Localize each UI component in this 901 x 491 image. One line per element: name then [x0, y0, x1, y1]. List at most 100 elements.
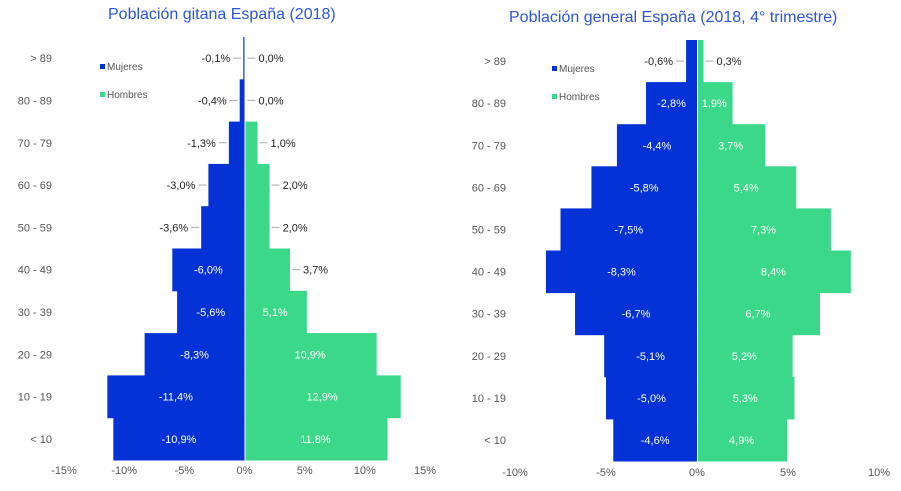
x-tick-label: -15% — [51, 465, 77, 477]
bar-hombres — [245, 121, 258, 165]
data-label: 12,9% — [307, 392, 338, 404]
data-label: -3,0% — [167, 180, 196, 192]
x-tick-label: 10% — [868, 467, 890, 479]
data-label: 10,9% — [294, 349, 325, 361]
data-label: 8,4% — [761, 267, 786, 279]
data-label: -0,6% — [644, 56, 673, 68]
category-label: 20 - 29 — [472, 351, 506, 363]
data-label: 0,0% — [259, 53, 284, 65]
bar-mujeres — [606, 376, 697, 420]
bar-mujeres — [243, 37, 245, 80]
legend-label-mujeres: Mujeres — [107, 62, 143, 73]
category-label: 80 - 89 — [472, 98, 506, 110]
category-label: 50 - 59 — [472, 224, 506, 236]
data-label: -5,6% — [196, 307, 225, 319]
data-label: 5,3% — [733, 393, 758, 405]
category-label: 50 - 59 — [18, 222, 52, 234]
bar-mujeres — [239, 79, 245, 123]
category-label: > 89 — [30, 53, 52, 65]
legend-swatch-hombres — [552, 94, 557, 99]
bar-mujeres — [575, 292, 697, 336]
category-label: 40 - 49 — [18, 265, 52, 277]
data-label: 1,9% — [702, 98, 727, 110]
category-label: < 10 — [484, 435, 506, 447]
data-label: -5,8% — [630, 182, 659, 194]
data-label: -8,3% — [180, 349, 209, 361]
bar-mujeres — [172, 248, 245, 292]
data-label: 3,7% — [718, 140, 743, 152]
bar-mujeres — [201, 206, 245, 249]
data-label: 0,0% — [259, 95, 284, 107]
data-label: -4,4% — [643, 140, 672, 152]
legend-swatch-mujeres — [100, 64, 105, 69]
data-label: 3,7% — [303, 265, 328, 277]
bar-hombres — [698, 124, 766, 167]
data-label: -0,1% — [202, 53, 231, 65]
bar-mujeres — [144, 333, 245, 376]
data-label: 11,8% — [300, 434, 331, 446]
bar-mujeres — [613, 418, 697, 462]
data-label: 6,7% — [745, 309, 770, 321]
bar-hombres — [698, 292, 820, 336]
bar-hombres — [698, 166, 797, 209]
data-label: -8,3% — [607, 267, 636, 279]
data-label: 7,3% — [751, 224, 776, 236]
bar-mujeres — [604, 334, 697, 378]
bar-hombres — [698, 418, 788, 462]
bar-hombres — [245, 417, 388, 461]
bar-hombres — [245, 333, 377, 376]
legend-label-mujeres: Mujeres — [559, 64, 595, 75]
bar-mujeres — [107, 375, 245, 419]
data-label: -5,1% — [636, 351, 665, 363]
category-label: 20 - 29 — [18, 349, 52, 361]
category-label: 40 - 49 — [472, 267, 506, 279]
x-tick-label: -10% — [502, 467, 528, 479]
data-label: 0,3% — [716, 56, 741, 68]
data-label: -11,4% — [159, 392, 193, 404]
x-tick-label: -10% — [111, 465, 137, 477]
bar-hombres — [245, 163, 270, 207]
data-label: -3,6% — [159, 222, 188, 234]
data-label: -2,8% — [657, 98, 686, 110]
bar-mujeres — [208, 163, 245, 207]
bar-mujeres — [686, 40, 697, 83]
category-label: 30 - 39 — [18, 307, 52, 319]
chart-title-gitana: Población gitana España (2018) — [108, 6, 336, 23]
bar-mujeres — [560, 208, 697, 251]
bar-mujeres — [616, 124, 697, 167]
data-label: 4,9% — [729, 435, 754, 447]
bar-mujeres — [545, 250, 697, 294]
bar-mujeres — [177, 290, 245, 334]
x-tick-label: -5% — [596, 467, 616, 479]
data-label: -6,7% — [622, 309, 651, 321]
data-label: -6,0% — [194, 265, 223, 277]
x-tick-label: 10% — [354, 465, 376, 477]
category-label: 30 - 39 — [472, 309, 506, 321]
bar-mujeres — [646, 82, 697, 125]
bar-mujeres — [228, 121, 245, 165]
legend-label-hombres: Hombres — [559, 92, 600, 103]
bar-hombres — [245, 375, 401, 419]
category-label: 60 - 69 — [18, 180, 52, 192]
x-tick-label: -5% — [175, 465, 195, 477]
bar-hombres — [698, 250, 851, 294]
legend-label-hombres: Hombres — [107, 90, 148, 101]
category-label: < 10 — [30, 434, 52, 446]
category-label: > 89 — [484, 56, 506, 68]
chart-title-general: Población general España (2018, 4° trime… — [509, 9, 838, 26]
bar-hombres — [245, 248, 291, 292]
data-label: 5,4% — [734, 182, 759, 194]
x-tick-label: 5% — [780, 467, 796, 479]
data-label: 5,2% — [732, 351, 757, 363]
bar-hombres — [245, 206, 270, 249]
x-tick-label: 0% — [237, 465, 253, 477]
bar-hombres — [698, 40, 704, 83]
x-tick-label: 0% — [689, 467, 705, 479]
bar-hombres — [698, 376, 795, 420]
data-label: -10,9% — [161, 434, 196, 446]
x-tick-label: 15% — [414, 465, 436, 477]
data-label: -4,6% — [641, 435, 670, 447]
legend-swatch-hombres — [100, 92, 105, 97]
data-label: -7,5% — [614, 224, 643, 236]
